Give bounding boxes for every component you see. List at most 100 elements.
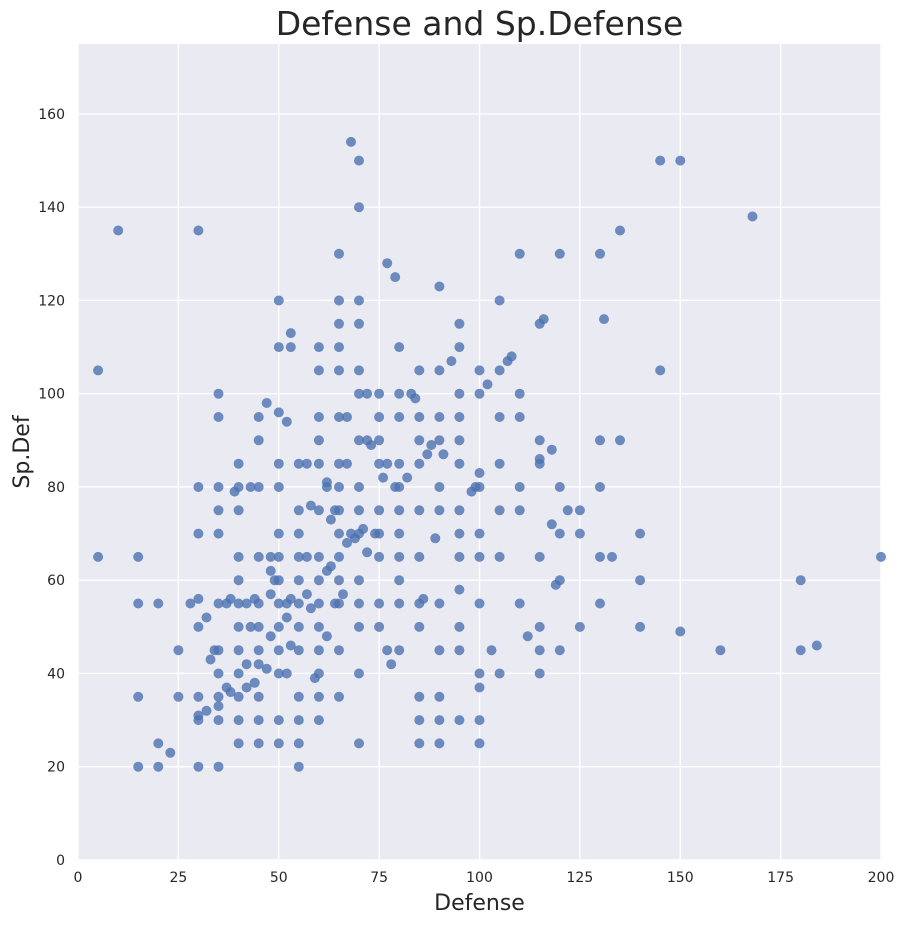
data-point (313, 598, 324, 609)
data-point (273, 621, 284, 632)
data-point (253, 482, 264, 492)
y-tick-label: 140 (38, 200, 65, 216)
data-point (374, 598, 385, 609)
data-point (414, 691, 425, 702)
data-point (655, 155, 666, 166)
data-point (213, 701, 224, 712)
data-point (454, 551, 465, 562)
data-point (454, 584, 465, 595)
data-point (354, 505, 364, 516)
data-point (293, 551, 304, 562)
data-point (213, 691, 224, 702)
data-point (301, 458, 312, 469)
data-point (454, 458, 465, 469)
data-point (595, 598, 605, 609)
data-point (233, 715, 244, 726)
data-point (514, 412, 525, 422)
data-point (494, 412, 505, 422)
data-point (354, 482, 364, 492)
data-point (334, 365, 344, 376)
data-point (394, 645, 405, 656)
data-point (494, 295, 505, 306)
data-point (382, 258, 393, 269)
y-tick-label: 0 (56, 853, 65, 869)
data-point (334, 482, 344, 492)
data-point (334, 575, 344, 586)
data-point (293, 528, 304, 539)
data-point (273, 551, 284, 562)
data-point (213, 715, 224, 726)
data-point (241, 598, 252, 609)
data-point (313, 412, 324, 422)
data-point (321, 482, 332, 492)
data-point (554, 645, 565, 656)
data-point (301, 589, 312, 600)
data-point (534, 458, 545, 469)
data-point (265, 551, 276, 562)
x-tick-label: 25 (169, 870, 187, 886)
data-point (454, 505, 465, 516)
data-point (394, 388, 405, 399)
data-point (454, 715, 465, 726)
data-point (410, 393, 421, 404)
data-point (325, 514, 336, 525)
data-point (615, 225, 625, 236)
x-tick-label: 150 (667, 870, 694, 886)
data-point (153, 598, 164, 609)
data-point (554, 248, 565, 259)
data-point (253, 645, 264, 656)
data-point (595, 435, 605, 446)
data-point (241, 682, 252, 693)
data-point (394, 528, 405, 539)
data-point (313, 342, 324, 353)
data-point (747, 211, 758, 222)
data-point (474, 528, 485, 539)
data-point (554, 528, 565, 539)
data-point (534, 551, 545, 562)
data-point (213, 505, 224, 516)
data-point (233, 575, 244, 586)
data-point (514, 598, 525, 609)
data-point (414, 435, 425, 446)
data-point (253, 598, 264, 609)
y-tick-label: 40 (47, 666, 65, 682)
data-point (113, 225, 124, 236)
data-point (293, 645, 304, 656)
data-point (474, 551, 485, 562)
data-point (422, 449, 433, 460)
data-point (313, 435, 324, 446)
data-point (285, 640, 296, 651)
data-point (293, 761, 304, 772)
data-point (334, 691, 344, 702)
data-point (253, 659, 264, 670)
data-point (354, 318, 364, 329)
data-point (249, 677, 260, 688)
data-point (474, 388, 485, 399)
data-point (273, 598, 284, 609)
data-point (313, 621, 324, 632)
data-point (362, 547, 373, 558)
data-point (285, 328, 296, 339)
data-point (482, 379, 493, 390)
data-point (273, 715, 284, 726)
data-point (514, 482, 525, 492)
data-point (635, 621, 646, 632)
data-point (233, 738, 244, 749)
data-point (534, 668, 545, 679)
data-point (265, 589, 276, 600)
data-point (301, 551, 312, 562)
data-point (165, 747, 176, 758)
data-point (534, 645, 545, 656)
data-point (655, 365, 666, 376)
data-point (354, 738, 364, 749)
data-point (265, 631, 276, 642)
data-point (133, 598, 144, 609)
data-point (273, 407, 284, 418)
data-point (434, 598, 445, 609)
data-point (534, 435, 545, 446)
data-point (362, 388, 373, 399)
data-point (522, 631, 533, 642)
data-point (293, 575, 304, 586)
data-point (273, 528, 284, 539)
data-point (153, 738, 164, 749)
